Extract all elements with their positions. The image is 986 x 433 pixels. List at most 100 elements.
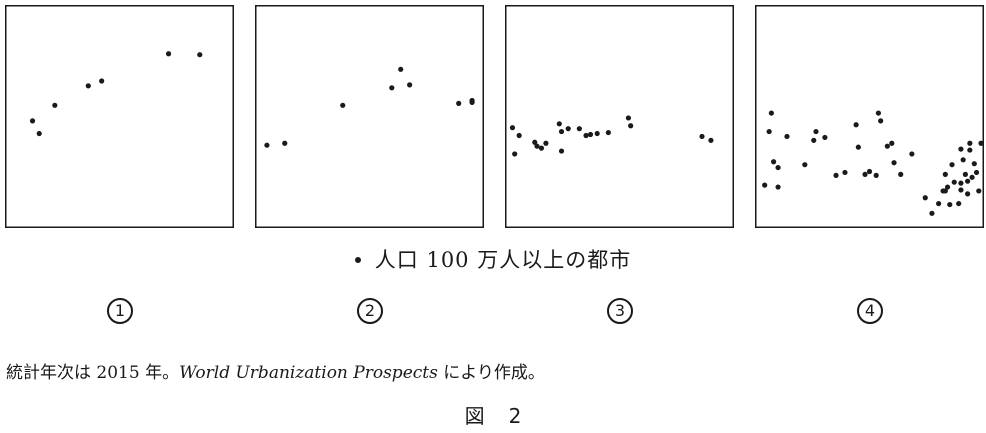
city-point	[811, 137, 817, 143]
city-point	[456, 100, 462, 106]
city-point	[264, 142, 270, 148]
panel-2	[255, 5, 484, 228]
city-point	[543, 140, 549, 146]
city-point	[165, 51, 172, 57]
panel-4	[755, 5, 984, 228]
city-dot-icon	[354, 256, 361, 263]
city-point	[340, 102, 346, 108]
city-point	[873, 172, 879, 178]
city-point	[942, 171, 948, 177]
city-point	[628, 123, 634, 129]
panel-4-plot	[755, 5, 984, 228]
city-point	[936, 200, 942, 207]
city-point	[973, 169, 980, 176]
city-point	[565, 126, 571, 132]
city-point	[768, 110, 774, 116]
city-point	[587, 131, 594, 138]
city-point	[509, 125, 516, 131]
source-title: World Urbanization Prospects	[179, 363, 438, 383]
city-point	[862, 171, 868, 177]
city-point	[558, 128, 565, 135]
source-prefix: 統計年次は 2015 年。	[6, 363, 180, 383]
city-point	[969, 174, 975, 180]
figure-caption-label: 図	[464, 404, 485, 428]
city-point	[947, 201, 953, 208]
legend: 人口 100 万人以上の都市	[0, 244, 986, 274]
city-point	[958, 180, 964, 186]
city-point	[699, 133, 705, 140]
city-point	[594, 130, 600, 137]
city-point	[891, 160, 897, 166]
city-point	[965, 178, 971, 184]
city-point	[512, 151, 518, 157]
city-point	[965, 191, 971, 197]
city-point	[976, 188, 982, 194]
city-point	[36, 130, 42, 137]
panel-1-label: 1	[90, 293, 150, 324]
city-point	[956, 200, 962, 207]
city-point	[197, 52, 203, 58]
city-point	[853, 122, 859, 128]
city-point	[958, 146, 964, 152]
city-point	[942, 188, 948, 194]
city-point	[949, 162, 955, 168]
city-point	[52, 102, 58, 108]
city-point	[884, 143, 890, 149]
city-point	[558, 148, 565, 154]
city-point	[389, 85, 395, 91]
city-point	[802, 162, 808, 168]
city-point	[85, 83, 91, 89]
city-point	[822, 134, 828, 141]
city-point	[516, 132, 522, 139]
city-point	[762, 182, 768, 188]
panel-2-plot	[255, 5, 484, 228]
city-point	[625, 115, 632, 121]
city-point	[898, 171, 904, 177]
city-point	[922, 195, 928, 201]
city-point	[951, 179, 957, 185]
city-point	[967, 147, 973, 153]
panel-3-number: 3	[607, 298, 633, 324]
city-point	[962, 171, 968, 177]
city-point	[784, 133, 790, 140]
city-point	[29, 118, 36, 124]
panel-4-number: 4	[857, 298, 883, 324]
city-point	[775, 164, 781, 171]
city-point	[99, 78, 105, 84]
city-point	[469, 99, 475, 105]
city-point	[978, 140, 984, 146]
source-suffix: により作成。	[437, 363, 545, 383]
city-point	[833, 172, 839, 178]
panel-1-number: 1	[107, 298, 133, 324]
panel-4-frame	[755, 5, 984, 228]
city-point	[771, 159, 777, 165]
city-point	[866, 168, 873, 175]
city-point	[889, 140, 895, 146]
city-point	[583, 132, 589, 139]
panel-2-label: 2	[340, 293, 400, 324]
city-point	[398, 66, 404, 72]
city-point	[958, 187, 964, 193]
city-point	[960, 157, 966, 163]
city-point	[967, 140, 973, 146]
city-point	[944, 184, 951, 190]
city-point	[605, 129, 611, 136]
city-point	[813, 128, 819, 135]
city-point	[407, 82, 413, 88]
city-point	[538, 145, 545, 151]
panel-2-frame	[255, 5, 484, 228]
city-point	[534, 143, 540, 149]
figure-caption-number: 2	[508, 404, 522, 428]
city-point	[875, 110, 882, 116]
city-point	[855, 144, 861, 150]
panel-3-plot	[505, 5, 734, 228]
city-point	[532, 139, 538, 145]
panel-3	[505, 5, 734, 228]
city-point	[842, 169, 848, 176]
legend-label: 人口 100 万人以上の都市	[374, 248, 632, 272]
city-point	[878, 118, 884, 124]
city-point	[282, 140, 288, 146]
city-point	[576, 126, 582, 132]
city-point	[929, 210, 935, 216]
